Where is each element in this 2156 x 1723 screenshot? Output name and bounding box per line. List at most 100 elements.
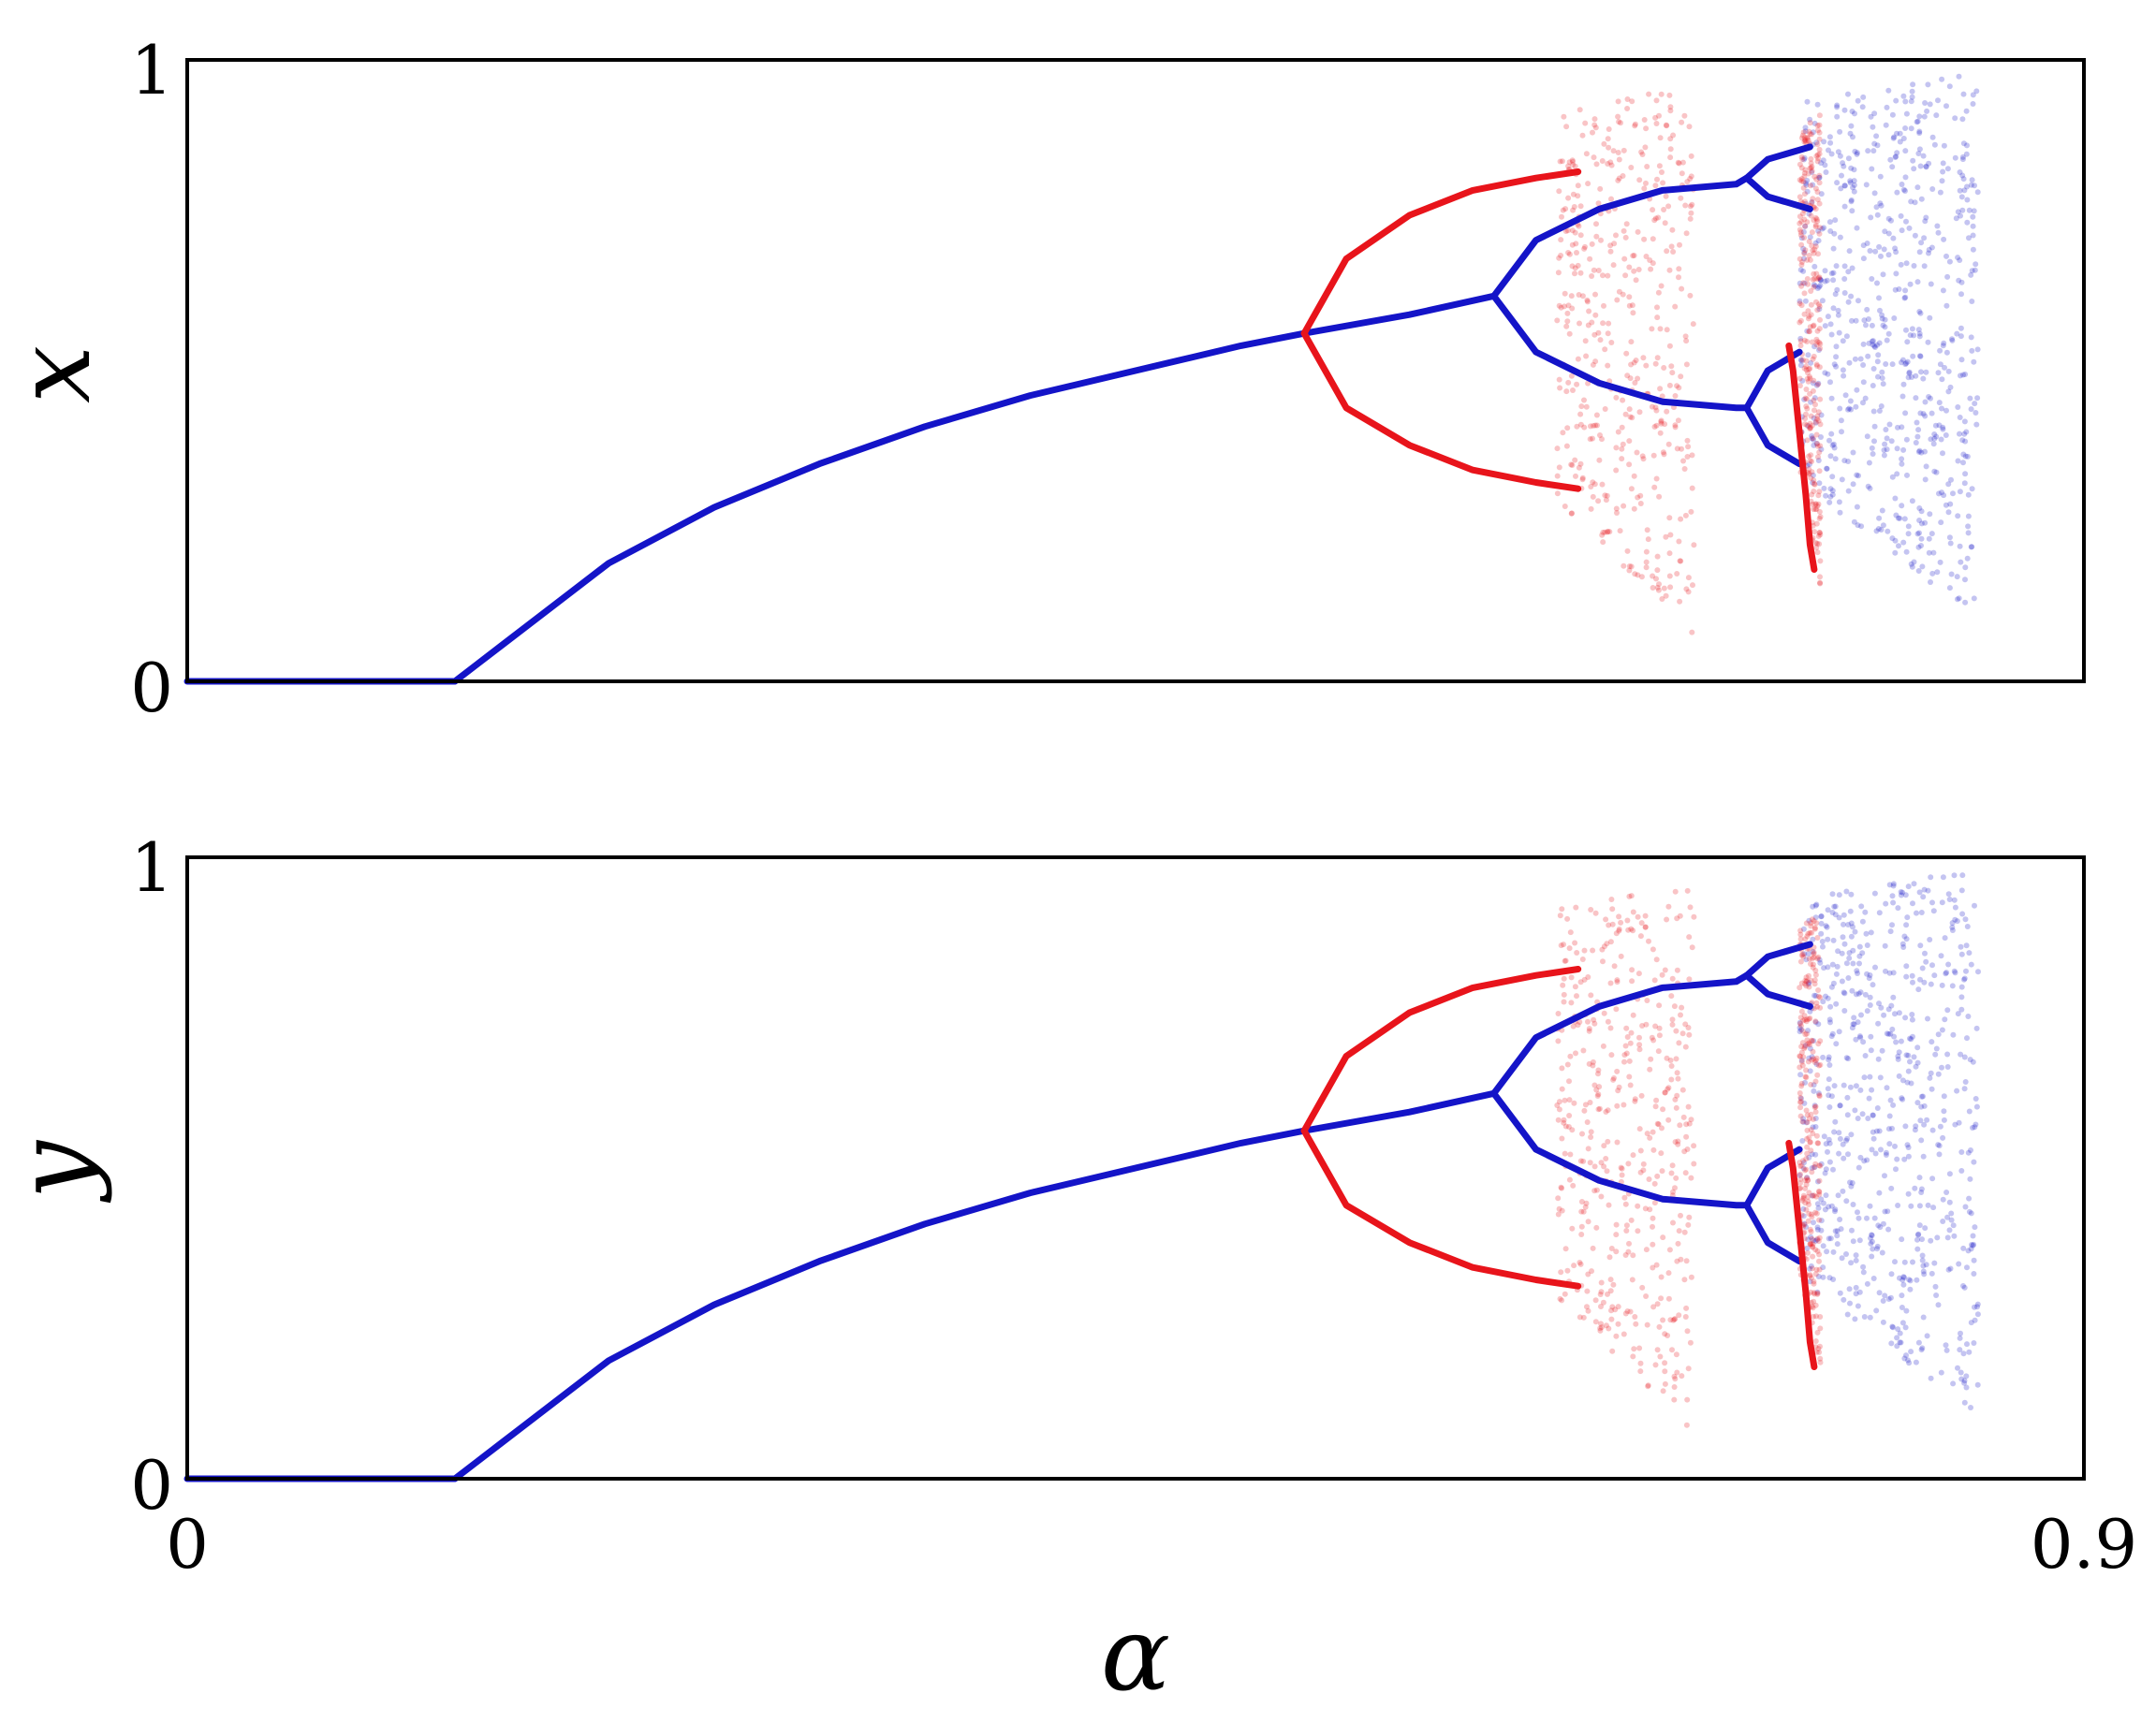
scatter-point — [1958, 1330, 1963, 1336]
scatter-point — [1597, 1292, 1604, 1297]
scatter-point — [1961, 975, 1968, 982]
scatter-point — [1609, 1304, 1616, 1310]
scatter-point — [1969, 544, 1975, 550]
scatter-point — [1616, 913, 1622, 920]
scatter-point — [1595, 1091, 1602, 1098]
series-0-branch-6 — [1743, 348, 1803, 412]
scatter-point — [1816, 274, 1823, 281]
scatter-point — [1876, 408, 1883, 414]
scatter-point — [1804, 1127, 1811, 1133]
scatter-point — [1828, 984, 1835, 990]
scatter-point — [1841, 1296, 1847, 1303]
scatter-point — [1588, 992, 1594, 999]
scatter-point — [1958, 951, 1965, 957]
scatter-point — [1955, 1011, 1961, 1017]
scatter-point — [1807, 324, 1813, 330]
scatter-point — [1809, 1235, 1815, 1242]
scatter-point — [1961, 187, 1968, 194]
scatter-point — [1901, 1355, 1908, 1362]
scatter-point — [1569, 462, 1576, 468]
scatter-point — [1870, 1276, 1877, 1281]
scatter-point — [1867, 994, 1873, 1000]
scatter-point — [1631, 473, 1637, 479]
scatter-point — [1644, 998, 1650, 1003]
scatter-point — [1946, 258, 1953, 265]
scatter-point — [1811, 949, 1817, 956]
scatter-point — [1608, 340, 1615, 345]
scatter-point — [1622, 234, 1629, 241]
scatter-point — [1577, 1261, 1584, 1267]
scatter-point — [1556, 1099, 1562, 1105]
scatter-point — [1876, 295, 1882, 301]
scatter-point — [1958, 333, 1964, 340]
scatter-point — [1850, 481, 1856, 488]
scatter-point — [1927, 937, 1933, 942]
scatter-point — [1900, 381, 1907, 387]
series-1-cloud-0 — [1554, 887, 1697, 1428]
scatter-point — [1817, 1314, 1824, 1320]
scatter-point — [1889, 474, 1896, 480]
scatter-point — [1837, 1102, 1843, 1109]
scatter-point — [1924, 1117, 1930, 1123]
scatter-point — [1601, 1163, 1607, 1170]
scatter-point — [1797, 319, 1803, 326]
scatter-point — [1650, 1146, 1657, 1153]
scatter-point — [1554, 473, 1561, 479]
scatter-point — [1557, 913, 1563, 919]
scatter-point — [1806, 329, 1812, 335]
scatter-point — [1922, 1225, 1929, 1232]
scatter-point — [1915, 448, 1922, 455]
scatter-point — [1806, 979, 1812, 986]
scatter-point — [1837, 153, 1843, 159]
scatter-point — [1591, 481, 1598, 488]
scatter-point — [1588, 1129, 1594, 1135]
scatter-point — [1661, 207, 1667, 212]
scatter-point — [1900, 136, 1907, 141]
scatter-point — [1815, 275, 1822, 282]
scatter-point — [1564, 227, 1571, 234]
scatter-point — [1922, 218, 1929, 225]
scatter-point — [1879, 312, 1885, 318]
scatter-point — [1843, 960, 1850, 967]
scatter-point — [1606, 529, 1613, 535]
scatter-point — [1801, 249, 1808, 256]
scatter-point — [1944, 273, 1951, 280]
scatter-point — [1915, 1339, 1922, 1346]
scatter-point — [1555, 1038, 1562, 1044]
scatter-point — [1662, 1089, 1668, 1096]
scatter-point — [1638, 574, 1645, 580]
scatter-point — [1804, 256, 1811, 263]
scatter-point — [1814, 1290, 1821, 1296]
scatter-point — [1834, 113, 1841, 120]
scatter-point — [1810, 903, 1816, 910]
scatter-point — [1574, 423, 1580, 430]
scatter-point — [1926, 535, 1932, 542]
scatter-point — [1588, 1134, 1594, 1140]
scatter-point — [1855, 1215, 1862, 1221]
scatter-point — [1906, 369, 1913, 375]
scatter-point — [1946, 534, 1953, 541]
scatter-point — [1559, 158, 1565, 165]
scatter-point — [1899, 1305, 1905, 1310]
scatter-point — [1912, 1185, 1918, 1191]
scatter-point — [1961, 976, 1967, 983]
scatter-point — [1822, 278, 1828, 285]
scatter-point — [1798, 980, 1805, 986]
scatter-point — [1643, 180, 1649, 186]
scatter-point — [1858, 903, 1865, 910]
scatter-point — [1962, 564, 1969, 571]
scatter-point — [1679, 119, 1685, 125]
scatter-point — [1812, 993, 1819, 999]
scatter-point — [1637, 1360, 1644, 1366]
scatter-point — [1580, 1047, 1587, 1054]
scatter-point — [1651, 1180, 1658, 1187]
scatter-point — [1902, 1015, 1909, 1021]
scatter-point — [1921, 1102, 1928, 1109]
scatter-point — [1636, 1345, 1643, 1351]
scatter-point — [1626, 294, 1633, 300]
scatter-point — [1797, 383, 1803, 389]
scatter-point — [1875, 352, 1882, 358]
scatter-point — [1929, 1039, 1935, 1045]
scatter-point — [1805, 352, 1811, 358]
scatter-point — [1803, 1224, 1810, 1230]
